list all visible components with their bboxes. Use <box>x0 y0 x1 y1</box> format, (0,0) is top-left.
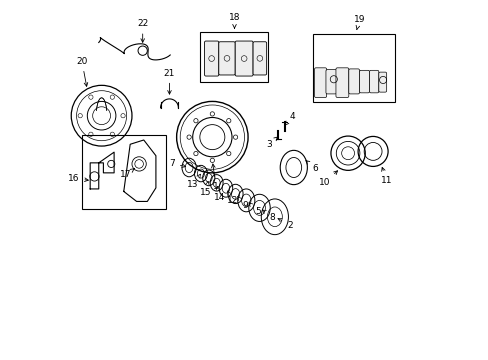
Text: 10: 10 <box>319 171 337 187</box>
FancyBboxPatch shape <box>348 69 359 94</box>
FancyBboxPatch shape <box>204 41 218 76</box>
FancyBboxPatch shape <box>218 42 235 75</box>
Text: 7: 7 <box>169 159 185 168</box>
Text: 16: 16 <box>68 174 88 183</box>
Text: 4: 4 <box>285 112 295 125</box>
Text: 1: 1 <box>211 164 218 191</box>
Bar <box>312 33 394 102</box>
Bar <box>82 135 165 208</box>
Text: 12: 12 <box>227 191 238 205</box>
Text: 19: 19 <box>353 15 365 30</box>
FancyBboxPatch shape <box>235 41 253 76</box>
Text: 5: 5 <box>248 203 260 216</box>
Text: 9: 9 <box>237 196 247 210</box>
Text: 11: 11 <box>380 167 392 185</box>
FancyBboxPatch shape <box>378 72 386 92</box>
Text: 18: 18 <box>228 13 240 28</box>
FancyBboxPatch shape <box>369 70 378 93</box>
Text: 15: 15 <box>200 181 211 197</box>
FancyBboxPatch shape <box>359 70 369 93</box>
Text: 22: 22 <box>137 19 148 42</box>
FancyBboxPatch shape <box>314 68 326 98</box>
FancyBboxPatch shape <box>253 42 266 75</box>
Text: 17: 17 <box>120 168 134 179</box>
Text: 14: 14 <box>213 186 224 202</box>
FancyBboxPatch shape <box>325 69 336 94</box>
Bar <box>200 32 267 82</box>
Text: 13: 13 <box>187 174 200 189</box>
Text: 8: 8 <box>262 210 275 222</box>
Text: 6: 6 <box>305 161 318 173</box>
Text: 2: 2 <box>277 219 292 230</box>
Text: 20: 20 <box>76 57 87 86</box>
Text: 3: 3 <box>265 137 277 149</box>
FancyBboxPatch shape <box>335 68 348 98</box>
Text: 21: 21 <box>163 69 175 94</box>
